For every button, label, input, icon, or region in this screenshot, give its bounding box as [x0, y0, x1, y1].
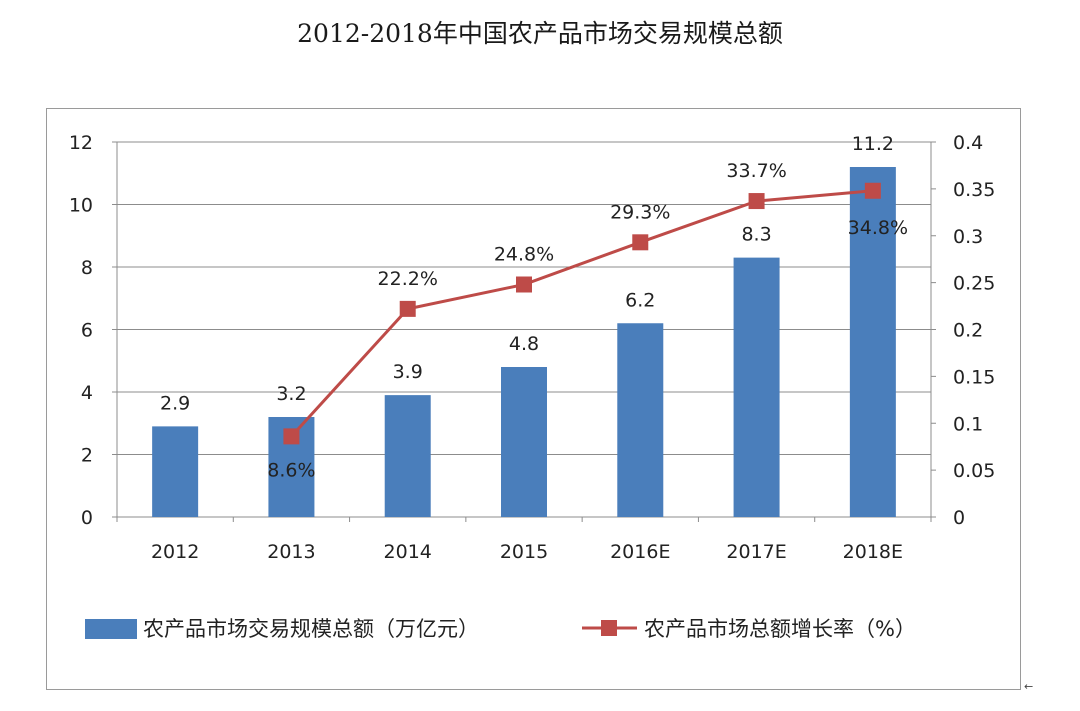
bar-data-label: 3.9: [393, 361, 423, 383]
bar-data-label: 11.2: [852, 133, 894, 155]
growth-marker: [864, 182, 881, 199]
bar: [617, 323, 664, 517]
y-left-tick-label: 8: [81, 257, 93, 279]
y-right-tick-label: 0.35: [953, 179, 995, 201]
chart-frame: 0 2 4 6 8 10 12 0 0.05 0.1 0.15 0.2 0.25 0.3 0.35 0.4 20…: [46, 108, 1021, 690]
y-left-tick-label: 2: [81, 445, 93, 467]
growth-marker: [748, 193, 765, 210]
legend-bar-swatch: [85, 619, 137, 639]
y-right-tick-label: 0.15: [953, 366, 995, 388]
x-tick-label: 2017E: [726, 541, 786, 563]
y-left-tick-label: 4: [81, 382, 93, 404]
y-left-tick-label: 0: [81, 507, 93, 529]
y-left-tick-label: 12: [69, 132, 93, 154]
bar: [384, 395, 431, 517]
y-right-tick-label: 0: [953, 507, 965, 529]
bar-data-label: 2.9: [160, 392, 190, 414]
bar: [733, 257, 780, 517]
bar-data-label: 4.8: [509, 333, 539, 355]
growth-data-label: 29.3%: [610, 201, 670, 223]
bar-data-label: 6.2: [625, 289, 655, 311]
legend-line-marker: [601, 620, 617, 636]
legend-line-label: 农产品市场总额增长率（%）: [644, 617, 916, 641]
x-tick-label: 2013: [267, 541, 315, 563]
growth-data-label: 8.6%: [267, 459, 315, 481]
y-left-tick-label: 10: [69, 195, 93, 217]
legend-bar-label: 农产品市场交易规模总额（万亿元）: [143, 617, 479, 641]
growth-marker: [516, 276, 532, 293]
y-left-tick-label: 6: [81, 320, 93, 342]
y-right-tick-label: 0.1: [953, 413, 983, 435]
y-right-tick-label: 0.3: [953, 226, 983, 248]
growth-marker: [632, 234, 649, 251]
bar: [849, 167, 896, 517]
chart-plot: 0 2 4 6 8 10 12 0 0.05 0.1 0.15 0.2 0.25 0.3 0.35 0.4 20…: [69, 132, 996, 641]
growth-data-label: 34.8%: [848, 217, 908, 239]
growth-marker: [283, 428, 300, 445]
bar-data-label: 3.2: [276, 383, 306, 405]
x-tick-label: 2016E: [610, 541, 670, 563]
bar: [152, 426, 199, 517]
chart-title: 2012-2018年中国农产品市场交易规模总额: [297, 19, 783, 48]
x-tick-label: 2015: [500, 541, 548, 563]
y-right-tick-label: 0.4: [953, 132, 983, 154]
y-right-tick-label: 0.05: [953, 460, 995, 482]
x-tick-label: 2014: [384, 541, 432, 563]
x-tick-label: 2012: [151, 541, 199, 563]
growth-data-label: 33.7%: [726, 160, 786, 182]
growth-data-label: 22.2%: [378, 268, 438, 290]
bar-data-label: 8.3: [741, 224, 771, 246]
growth-data-label: 24.8%: [494, 244, 554, 266]
bar: [501, 367, 547, 517]
return-arrow-icon: ←: [1024, 680, 1034, 693]
x-tick-label: 2018E: [843, 541, 903, 563]
growth-marker: [399, 300, 416, 317]
y-right-tick-label: 0.25: [953, 273, 995, 295]
growth-line: [290, 189, 873, 438]
y-right-tick-label: 0.2: [953, 320, 983, 342]
